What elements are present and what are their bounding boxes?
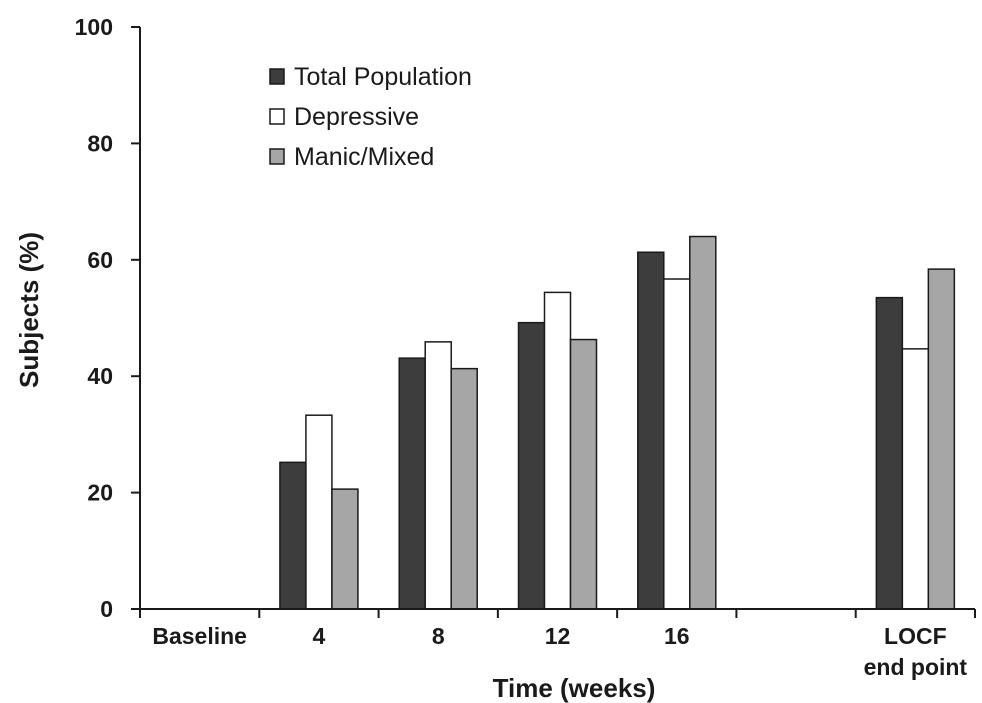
y-axis: 0 20 40 60 80 100 bbox=[75, 14, 141, 622]
bar-0-4 bbox=[637, 251, 665, 610]
bar-1-1 bbox=[305, 414, 333, 610]
legend-label-1: Depressive bbox=[294, 103, 419, 131]
y-tick-label-4: 80 bbox=[87, 130, 113, 156]
bar-2-3 bbox=[569, 338, 598, 610]
x-tick-label-3: 12 bbox=[545, 623, 571, 649]
bar-2-2 bbox=[450, 367, 478, 610]
bar-0-2 bbox=[398, 357, 426, 610]
y-tick-label-0: 0 bbox=[100, 596, 113, 622]
legend-swatch-0 bbox=[269, 68, 285, 85]
y-tick-label-3: 60 bbox=[87, 247, 113, 273]
bar-0-1 bbox=[279, 461, 307, 610]
bars-group bbox=[279, 235, 956, 610]
legend-swatch-2 bbox=[269, 148, 285, 165]
x-tick-label-0: Baseline bbox=[152, 623, 247, 649]
legend: Total Population Depressive Manic/Mixed bbox=[269, 63, 472, 171]
bar-2-6 bbox=[927, 268, 956, 610]
y-axis-title: Subjects (%) bbox=[14, 232, 44, 388]
bar-2-1 bbox=[331, 488, 359, 610]
x-axis-title: Time (weeks) bbox=[493, 673, 656, 703]
y-tick-label-5: 100 bbox=[75, 14, 113, 40]
legend-swatch-1 bbox=[269, 108, 285, 125]
x-tick-label-1: 4 bbox=[313, 623, 326, 649]
x-tick-label-6: LOCF bbox=[884, 623, 947, 649]
bar-1-6 bbox=[901, 348, 930, 610]
bar-0-6 bbox=[875, 296, 904, 610]
bar-1-4 bbox=[663, 278, 691, 610]
legend-label-0: Total Population bbox=[294, 63, 472, 91]
y-tick-label-2: 40 bbox=[87, 363, 113, 389]
bar-1-2 bbox=[424, 341, 452, 610]
bar-1-3 bbox=[543, 291, 572, 610]
x-tick-label-4: 16 bbox=[664, 623, 690, 649]
x-axis: Baseline 4 8 12 16 LOCF end point bbox=[139, 608, 976, 680]
x-tick-label-6-1: end point bbox=[864, 654, 968, 680]
legend-label-2: Manic/Mixed bbox=[294, 143, 434, 171]
y-tick-label-1: 20 bbox=[87, 480, 113, 506]
bar-0-3 bbox=[517, 321, 546, 610]
bar-2-4 bbox=[689, 235, 717, 610]
x-tick-label-2: 8 bbox=[432, 623, 445, 649]
